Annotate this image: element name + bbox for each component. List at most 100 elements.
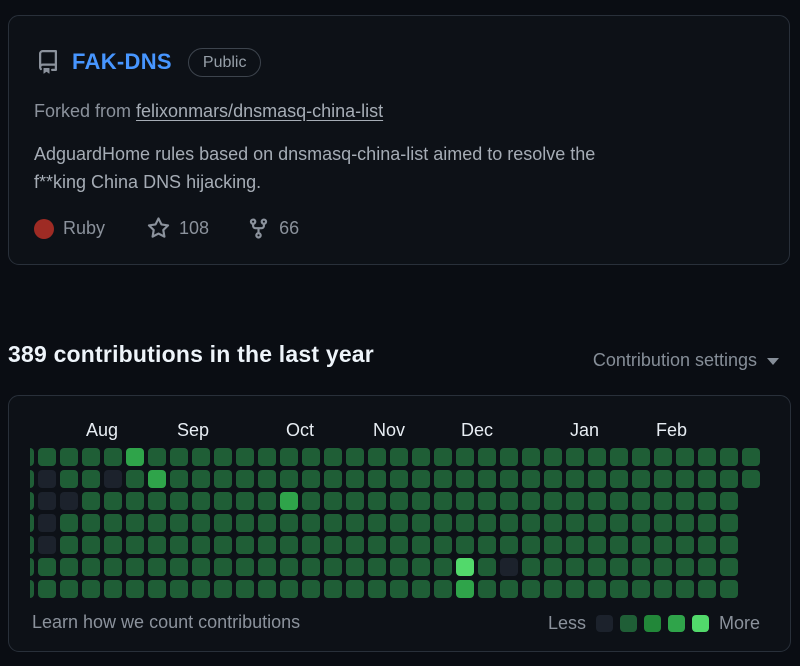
contribution-cell[interactable] <box>720 492 738 510</box>
contribution-cell[interactable] <box>698 580 716 598</box>
contribution-cell[interactable] <box>676 536 694 554</box>
contribution-cell[interactable] <box>522 558 540 576</box>
contribution-cell[interactable] <box>500 448 518 466</box>
contribution-cell[interactable] <box>104 558 122 576</box>
contribution-cell[interactable] <box>632 492 650 510</box>
contribution-cell[interactable] <box>30 448 34 466</box>
contribution-cell[interactable] <box>412 558 430 576</box>
contribution-cell[interactable] <box>170 580 188 598</box>
contribution-cell[interactable] <box>60 470 78 488</box>
contribution-cell[interactable] <box>368 448 386 466</box>
contribution-cell[interactable] <box>588 492 606 510</box>
contribution-cell[interactable] <box>632 536 650 554</box>
contribution-cell[interactable] <box>368 580 386 598</box>
contribution-cell[interactable] <box>192 558 210 576</box>
contribution-cell[interactable] <box>82 514 100 532</box>
contribution-cell[interactable] <box>148 580 166 598</box>
contribution-cell[interactable] <box>192 536 210 554</box>
contribution-cell[interactable] <box>478 558 496 576</box>
contribution-cell[interactable] <box>544 470 562 488</box>
contribution-cell[interactable] <box>258 580 276 598</box>
contribution-cell[interactable] <box>30 558 34 576</box>
contribution-cell[interactable] <box>214 448 232 466</box>
contribution-cell[interactable] <box>698 558 716 576</box>
contribution-cell[interactable] <box>192 492 210 510</box>
contribution-cell[interactable] <box>30 580 34 598</box>
contribution-cell[interactable] <box>170 536 188 554</box>
contribution-cell[interactable] <box>434 470 452 488</box>
contribution-cell[interactable] <box>60 514 78 532</box>
contribution-cell[interactable] <box>456 536 474 554</box>
contribution-cell[interactable] <box>258 536 276 554</box>
contribution-cell[interactable] <box>192 470 210 488</box>
contribution-cell[interactable] <box>610 448 628 466</box>
contribution-cell[interactable] <box>676 470 694 488</box>
contribution-cell[interactable] <box>698 448 716 466</box>
contribution-cell[interactable] <box>588 580 606 598</box>
contribution-cell[interactable] <box>214 558 232 576</box>
contribution-cell[interactable] <box>82 580 100 598</box>
contribution-cell[interactable] <box>676 558 694 576</box>
contribution-cell[interactable] <box>654 580 672 598</box>
contribution-cell[interactable] <box>412 580 430 598</box>
contribution-cell[interactable] <box>588 514 606 532</box>
contribution-cell[interactable] <box>38 448 56 466</box>
contribution-cell[interactable] <box>258 470 276 488</box>
contribution-cell[interactable] <box>456 558 474 576</box>
contribution-cell[interactable] <box>434 580 452 598</box>
contribution-cell[interactable] <box>390 448 408 466</box>
contribution-cell[interactable] <box>500 580 518 598</box>
contribution-cell[interactable] <box>104 514 122 532</box>
contribution-cell[interactable] <box>170 514 188 532</box>
contribution-cell[interactable] <box>324 492 342 510</box>
contribution-cell[interactable] <box>588 448 606 466</box>
contribution-cell[interactable] <box>214 492 232 510</box>
contribution-cell[interactable] <box>478 514 496 532</box>
contribution-cell[interactable] <box>478 580 496 598</box>
contribution-cell[interactable] <box>324 514 342 532</box>
contribution-cell[interactable] <box>698 470 716 488</box>
contribution-cell[interactable] <box>346 514 364 532</box>
contribution-cell[interactable] <box>82 536 100 554</box>
contribution-cell[interactable] <box>38 492 56 510</box>
contribution-cell[interactable] <box>82 558 100 576</box>
contribution-cell[interactable] <box>478 492 496 510</box>
contribution-cell[interactable] <box>698 492 716 510</box>
contribution-cell[interactable] <box>632 514 650 532</box>
contribution-cell[interactable] <box>390 558 408 576</box>
contribution-cell[interactable] <box>500 492 518 510</box>
contribution-cell[interactable] <box>346 536 364 554</box>
contribution-cell[interactable] <box>82 492 100 510</box>
contribution-cell[interactable] <box>302 536 320 554</box>
contribution-cell[interactable] <box>60 536 78 554</box>
contribution-cell[interactable] <box>500 558 518 576</box>
contribution-cell[interactable] <box>346 558 364 576</box>
contribution-cell[interactable] <box>280 514 298 532</box>
contribution-cell[interactable] <box>104 492 122 510</box>
contribution-cell[interactable] <box>60 558 78 576</box>
contribution-cell[interactable] <box>214 536 232 554</box>
contribution-cell[interactable] <box>368 514 386 532</box>
contribution-cell[interactable] <box>170 558 188 576</box>
contribution-cell[interactable] <box>126 558 144 576</box>
contribution-cell[interactable] <box>500 536 518 554</box>
contribution-cell[interactable] <box>522 492 540 510</box>
contribution-cell[interactable] <box>324 448 342 466</box>
contribution-cell[interactable] <box>148 514 166 532</box>
contribution-cell[interactable] <box>654 492 672 510</box>
contribution-cell[interactable] <box>368 492 386 510</box>
contribution-cell[interactable] <box>126 470 144 488</box>
contribution-cell[interactable] <box>610 470 628 488</box>
contribution-cell[interactable] <box>632 558 650 576</box>
contribution-cell[interactable] <box>698 536 716 554</box>
contribution-cell[interactable] <box>588 470 606 488</box>
contribution-cell[interactable] <box>434 514 452 532</box>
contribution-cell[interactable] <box>676 448 694 466</box>
contribution-cell[interactable] <box>126 536 144 554</box>
contribution-cell[interactable] <box>390 536 408 554</box>
contribution-cell[interactable] <box>126 448 144 466</box>
contribution-cell[interactable] <box>544 514 562 532</box>
forked-from-link[interactable]: felixonmars/dnsmasq-china-list <box>136 101 384 121</box>
contribution-cell[interactable] <box>170 448 188 466</box>
contribution-cell[interactable] <box>478 536 496 554</box>
